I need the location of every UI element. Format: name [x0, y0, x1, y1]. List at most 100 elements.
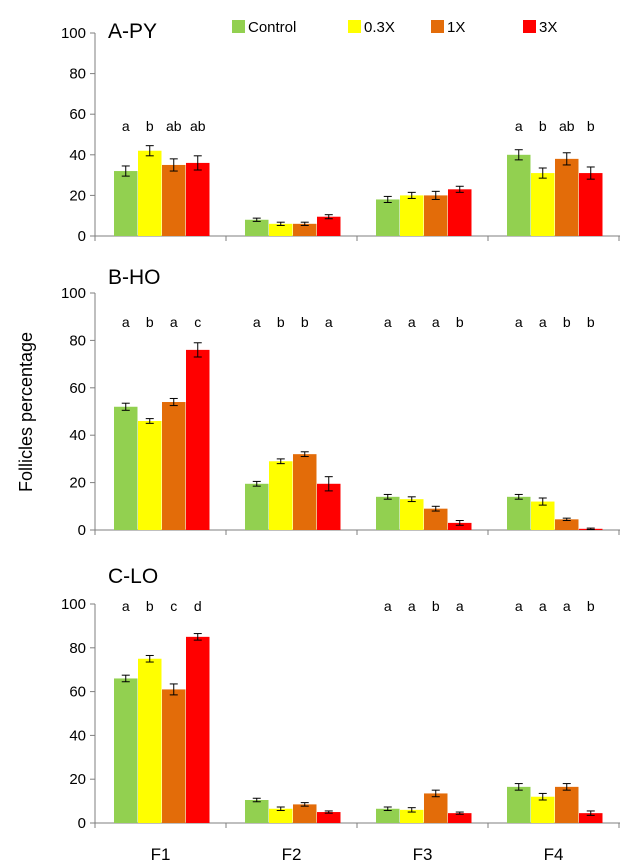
significance-label-0-0-2: ab	[166, 118, 182, 134]
significance-label-1-0-3: c	[194, 314, 201, 330]
bar-1-3-2	[555, 519, 579, 530]
bar-1-2-2	[424, 508, 448, 530]
bar-1-1-2	[293, 454, 317, 530]
significance-label-2-3-3: b	[587, 598, 595, 614]
y-tick-label-1-4: 80	[69, 332, 86, 349]
bar-1-0-0	[114, 406, 138, 530]
bar-1-0-2	[162, 402, 186, 530]
bar-2-1-0	[245, 800, 269, 823]
y-tick-label-2-4: 80	[69, 640, 86, 657]
significance-label-1-2-1: a	[408, 314, 416, 330]
bar-0-3-0	[507, 154, 531, 236]
legend-label-3: 3X	[539, 19, 557, 36]
bar-0-2-0	[376, 199, 400, 236]
legend-label-1: 0.3X	[364, 19, 395, 36]
bar-2-0-0	[114, 678, 138, 823]
y-tick-label-2-2: 40	[69, 727, 86, 744]
significance-label-1-3-3: b	[587, 314, 595, 330]
significance-label-1-0-0: a	[122, 314, 130, 330]
bar-1-1-1	[269, 461, 293, 530]
bar-1-2-1	[400, 499, 424, 530]
y-tick-label-1-1: 20	[69, 475, 86, 492]
significance-label-1-2-3: b	[456, 314, 464, 330]
bar-0-1-3	[317, 216, 341, 236]
bar-0-2-2	[424, 195, 448, 236]
bar-0-1-0	[245, 219, 269, 236]
y-tick-label-1-5: 100	[61, 285, 86, 302]
panel-title-0: A-PY	[108, 20, 157, 43]
legend-swatch-1	[348, 20, 361, 33]
significance-label-1-0-2: a	[170, 314, 178, 330]
y-tick-label-0-4: 80	[69, 66, 86, 83]
significance-label-1-2-0: a	[384, 314, 392, 330]
bar-1-1-0	[245, 483, 269, 530]
significance-label-2-2-3: a	[456, 598, 464, 614]
bar-1-3-1	[531, 501, 555, 530]
bar-2-2-1	[400, 809, 424, 823]
bar-1-0-3	[186, 349, 210, 530]
bar-2-0-1	[138, 658, 162, 823]
bar-2-1-3	[317, 812, 341, 823]
significance-label-0-0-0: a	[122, 118, 130, 134]
bar-0-1-1	[269, 223, 293, 236]
bar-0-2-1	[400, 195, 424, 236]
y-tick-label-2-1: 20	[69, 771, 86, 788]
bar-2-0-2	[162, 689, 186, 823]
y-tick-label-2-0: 0	[78, 815, 86, 832]
significance-label-2-2-2: b	[432, 598, 440, 614]
legend-label-0: Control	[248, 19, 296, 36]
bar-2-1-1	[269, 808, 293, 823]
significance-label-0-3-0: a	[515, 118, 523, 134]
bar-1-2-3	[448, 522, 472, 530]
significance-label-2-3-0: a	[515, 598, 523, 614]
bar-2-3-2	[555, 786, 579, 823]
panel-title-2: C-LO	[108, 565, 158, 588]
category-labels: F1 F2 F3 F4	[151, 845, 564, 864]
significance-label-1-0-1: b	[146, 314, 154, 330]
legend-label-2: 1X	[447, 19, 465, 36]
significance-label-1-1-3: a	[325, 314, 333, 330]
bar-1-2-0	[376, 496, 400, 530]
bar-1-0-1	[138, 420, 162, 530]
bar-0-3-2	[555, 158, 579, 236]
bar-0-1-2	[293, 223, 317, 236]
significance-label-2-2-1: a	[408, 598, 416, 614]
category-label-2: F3	[413, 845, 433, 864]
significance-label-2-0-2: c	[170, 598, 177, 614]
significance-label-0-3-1: b	[539, 118, 547, 134]
y-axis-label: Follicles percentage	[16, 332, 36, 492]
category-label-1: F2	[282, 845, 302, 864]
bar-0-0-2	[162, 164, 186, 236]
significance-label-1-3-0: a	[515, 314, 523, 330]
bar-2-3-3	[579, 813, 603, 823]
bar-1-1-3	[317, 483, 341, 530]
y-tick-label-0-1: 20	[69, 187, 86, 204]
y-tick-label-0-5: 100	[61, 25, 86, 42]
significance-label-2-3-1: a	[539, 598, 547, 614]
bar-2-2-3	[448, 813, 472, 823]
significance-label-0-3-3: b	[587, 118, 595, 134]
significance-label-1-1-1: b	[277, 314, 285, 330]
y-tick-label-1-0: 0	[78, 522, 86, 539]
bar-2-0-3	[186, 636, 210, 823]
significance-label-1-3-2: b	[563, 314, 571, 330]
bar-2-2-2	[424, 793, 448, 823]
legend-swatch-3	[523, 20, 536, 33]
bar-1-3-0	[507, 496, 531, 530]
category-label-3: F4	[544, 845, 564, 864]
legend: Control 0.3X 1X 3X	[232, 19, 557, 36]
significance-label-1-1-2: b	[301, 314, 309, 330]
significance-label-1-3-1: a	[539, 314, 547, 330]
bar-0-3-3	[579, 173, 603, 236]
y-tick-label-2-5: 100	[61, 596, 86, 613]
significance-label-0-0-1: b	[146, 118, 154, 134]
category-label-0: F1	[151, 845, 171, 864]
y-tick-label-0-0: 0	[78, 228, 86, 245]
bar-0-2-3	[448, 189, 472, 236]
panel-title-1: B-HO	[108, 266, 161, 289]
bar-0-0-1	[138, 150, 162, 236]
bar-2-2-0	[376, 808, 400, 823]
significance-label-2-2-0: a	[384, 598, 392, 614]
legend-swatch-0	[232, 20, 245, 33]
